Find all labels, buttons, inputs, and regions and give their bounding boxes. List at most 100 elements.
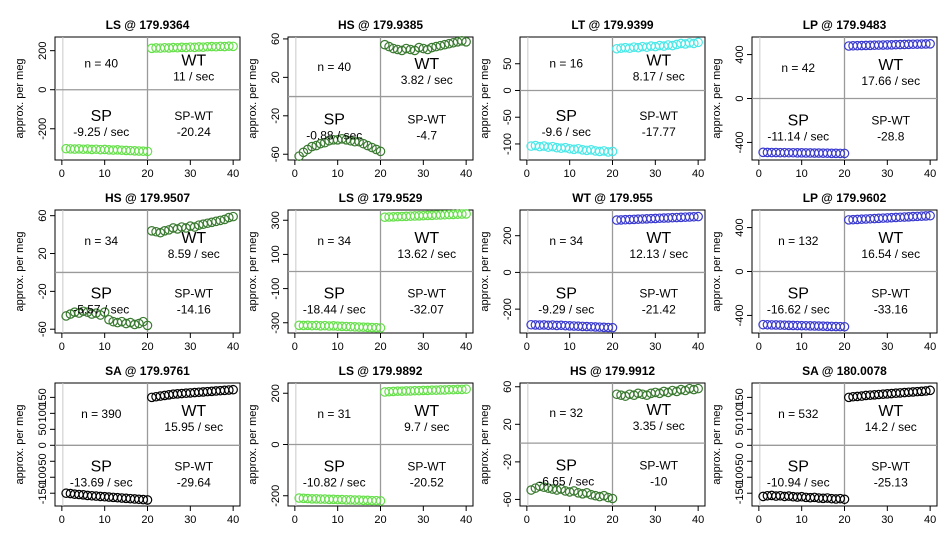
data-point [582, 488, 592, 498]
wt-label: WT [414, 56, 439, 73]
y-tick-label: -200 [270, 485, 282, 507]
x-tick-label: 20 [374, 341, 386, 353]
spwt-value: -17.77 [642, 125, 676, 139]
x-tick-label: 0 [524, 341, 530, 353]
spwt-value: -28.8 [877, 129, 905, 143]
data-point [371, 322, 382, 333]
y-tick-label: -20 [37, 283, 49, 299]
y-axis-label: approx. per meg [247, 231, 259, 311]
x-tick-label: 0 [524, 168, 530, 180]
series-sp [61, 488, 153, 505]
x-tick-label: 10 [564, 341, 576, 353]
data-point [556, 484, 566, 494]
series-wt [146, 211, 238, 238]
y-tick-label: -100 [502, 133, 514, 155]
wt-label: WT [181, 230, 206, 247]
series-sp [526, 481, 618, 504]
x-tick-label: 30 [881, 514, 893, 526]
data-point [835, 148, 846, 159]
y-axis-label: approx. per meg [711, 58, 723, 138]
sp-rate: -9.29 / sec [538, 303, 594, 317]
data-point [358, 138, 369, 149]
data-point [315, 138, 326, 149]
sp-rate: -18.44 / sec [303, 302, 366, 316]
y-tick-label: -150 [37, 482, 49, 504]
x-tick-label: 10 [796, 514, 808, 526]
wt-rate: 3.35 / sec [633, 419, 685, 433]
x-tick-label: 30 [184, 168, 196, 180]
data-point [367, 142, 377, 153]
y-tick-label: 20 [270, 71, 282, 83]
y-tick-label: 60 [502, 381, 514, 393]
y-tick-label: 400 [734, 45, 746, 63]
series-sp [61, 143, 153, 157]
series-wt [379, 209, 471, 222]
spwt-label: SP-WT [639, 459, 678, 473]
wt-rate: 16.54 / sec [861, 247, 920, 261]
x-tick-label: 20 [374, 168, 386, 180]
data-point [569, 486, 579, 496]
sp-rate: -9.6 / sec [542, 125, 591, 139]
sp-label: SP [556, 458, 577, 475]
x-tick-label: 30 [417, 341, 429, 353]
x-tick-label: 30 [417, 168, 429, 180]
series-sp [294, 493, 386, 506]
spwt-value: -20.24 [177, 125, 211, 139]
data-point [599, 490, 609, 501]
x-tick-label: 20 [141, 514, 153, 526]
sp-rate: -5.57 / sec [73, 303, 129, 317]
y-tick-label: 0 [37, 442, 49, 448]
data-point [839, 494, 850, 505]
y-tick-label: 400 [734, 218, 746, 236]
data-point [138, 494, 149, 505]
wt-rate: 8.17 / sec [633, 70, 685, 84]
y-tick-label: -400 [734, 131, 746, 153]
panel-title: LS @ 179.9529 [339, 191, 423, 205]
n-count: n = 40 [84, 56, 118, 70]
x-tick-label: 20 [606, 514, 618, 526]
sp-rate: -11.14 / sec [767, 129, 829, 143]
y-tick-label: -400 [734, 304, 746, 326]
panel-title: LP @ 179.9483 [803, 18, 887, 32]
data-point [379, 39, 390, 50]
spwt-label: SP-WT [407, 286, 446, 300]
wt-label: WT [181, 403, 206, 420]
x-tick-label: 20 [606, 168, 618, 180]
spwt-label: SP-WT [174, 109, 213, 123]
y-axis-label: approx. per meg [479, 404, 491, 484]
sp-rate: -9.25 / sec [73, 125, 129, 139]
data-point [215, 215, 226, 226]
data-point [375, 323, 386, 333]
x-tick-label: 30 [881, 168, 893, 180]
data-point [925, 385, 935, 396]
y-tick-label: -20 [502, 454, 514, 470]
spwt-value: -33.16 [874, 302, 908, 316]
spwt-value: -10 [650, 475, 668, 489]
x-tick-label: 10 [564, 168, 576, 180]
spwt-label: SP-WT [871, 460, 910, 474]
y-tick-label: -50 [734, 453, 746, 469]
x-tick-label: 30 [649, 168, 661, 180]
data-point [667, 40, 678, 51]
x-tick-label: 10 [796, 341, 808, 353]
data-point [839, 148, 850, 159]
n-count: n = 532 [778, 407, 819, 421]
data-point [925, 39, 935, 49]
panel-title: HS @ 179.9507 [105, 191, 190, 205]
y-tick-label: -300 [270, 312, 282, 334]
data-point [142, 495, 153, 505]
panel-title: HS @ 179.9385 [338, 18, 423, 32]
y-tick-label: 0 [734, 442, 746, 448]
y-tick-label: -100 [734, 466, 746, 488]
y-tick-label: 20 [37, 247, 49, 259]
wt-label: WT [414, 403, 439, 420]
series-sp [758, 490, 850, 505]
panel-7: WT @ 179.955 0 10 20 30 40 -200 0 200 approx. per… [479, 191, 706, 353]
panel-title: SA @ 180.0078 [802, 364, 887, 378]
sp-label: SP [788, 112, 809, 129]
sp-label: SP [91, 459, 112, 476]
x-tick-label: 0 [292, 341, 298, 353]
data-point [142, 146, 153, 157]
x-tick-label: 40 [227, 168, 239, 180]
data-point [371, 144, 382, 155]
